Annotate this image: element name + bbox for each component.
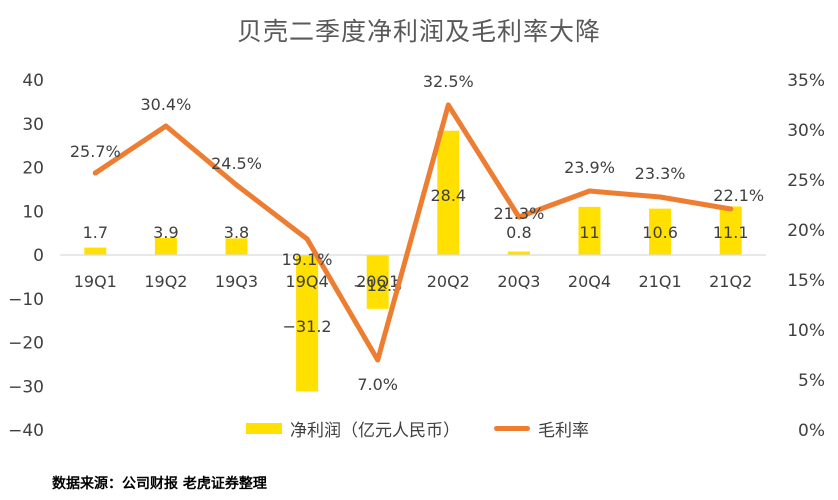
bar-data-label: 11 <box>579 223 599 242</box>
category-label: 19Q4 <box>286 272 329 291</box>
y-left-tick-label: 0 <box>33 246 44 266</box>
category-label: 21Q1 <box>639 272 682 291</box>
line-point-gross-margin <box>234 182 239 188</box>
line-data-label: 25.7% <box>70 142 121 161</box>
line-point-gross-margin <box>92 170 98 176</box>
line-data-label: 32.5% <box>423 72 474 91</box>
line-point-gross-margin <box>163 123 169 129</box>
category-label: 21Q2 <box>709 272 752 291</box>
y-right-tick-label: 15% <box>787 271 825 291</box>
y-right-tick-label: 10% <box>787 321 825 341</box>
y-left-tick-label: −10 <box>8 290 44 310</box>
bar-data-label: −31.2 <box>283 317 332 336</box>
bar-data-label: 0.8 <box>506 223 531 242</box>
bar-net-profit <box>649 208 672 255</box>
line-point-gross-margin <box>304 236 310 242</box>
bar-data-label: 1.7 <box>83 223 108 242</box>
legend-item-gross-margin[interactable]: 毛利率 <box>494 416 589 441</box>
y-left-tick-label: 40 <box>22 71 44 91</box>
y-left-tick-label: −30 <box>8 377 44 397</box>
category-label: 20Q2 <box>427 272 470 291</box>
line-point-gross-margin <box>587 188 592 194</box>
category-label: 19Q2 <box>144 272 187 291</box>
y-right-tick-label: 30% <box>787 121 825 141</box>
source-note: 数据来源：公司财报 老虎证券整理 <box>52 476 267 492</box>
bar-net-profit <box>437 130 460 255</box>
y-right-tick-label: 25% <box>787 171 825 191</box>
line-point-gross-margin <box>657 194 663 200</box>
bar-data-label: 10.6 <box>642 223 678 242</box>
chart-title: 贝壳二季度净利润及毛利率大降 <box>236 17 601 46</box>
legend: 净利润（亿元人民币） 毛利率 <box>246 416 589 441</box>
category-label: 19Q3 <box>215 272 258 291</box>
y-left-tick-label: −40 <box>8 421 44 441</box>
bar-net-profit <box>296 255 319 392</box>
legend-item-net-profit[interactable]: 净利润（亿元人民币） <box>246 416 460 441</box>
bar-net-profit <box>366 255 389 309</box>
bar-data-label: 3.8 <box>224 223 249 242</box>
y-right-tick-label: 20% <box>787 221 825 241</box>
bar-net-profit <box>719 206 742 255</box>
line-data-label: 22.1% <box>713 186 764 205</box>
line-point-gross-margin <box>516 214 522 220</box>
line-data-label: 21.3% <box>493 204 544 223</box>
line-point-gross-margin <box>375 357 381 363</box>
bar-data-label: 11.1 <box>713 223 749 242</box>
line-data-label: 24.5% <box>211 154 262 173</box>
bar-data-label: 28.4 <box>430 186 466 205</box>
bar-net-profit <box>154 237 177 255</box>
bar-data-label: −12.3 <box>353 276 402 295</box>
line-data-label: 19.1% <box>282 250 333 269</box>
legend-label-net-profit: 净利润（亿元人民币） <box>290 420 460 441</box>
line-data-label: 30.4% <box>140 95 191 114</box>
legend-label-gross-margin: 毛利率 <box>538 420 589 441</box>
y-right-tick-label: 5% <box>798 371 825 391</box>
bar-net-profit <box>225 238 248 255</box>
y-left-tick-label: 20 <box>22 159 44 179</box>
y-left-tick-label: −20 <box>8 334 44 354</box>
line-point-gross-margin <box>445 102 451 108</box>
line-data-label: 7.0% <box>357 375 398 394</box>
category-label: 19Q1 <box>74 272 117 291</box>
bar-net-profit <box>507 251 530 255</box>
legend-swatch-bar <box>246 422 282 434</box>
category-label: 20Q4 <box>568 272 611 291</box>
bar-net-profit <box>578 206 601 255</box>
legend-swatch-line <box>494 425 530 431</box>
bar-net-profit <box>84 247 107 255</box>
line-data-label: 23.3% <box>635 164 686 183</box>
y-left-tick-label: 10 <box>22 202 44 222</box>
y-right-tick-label: 0% <box>798 421 825 441</box>
y-left-tick-label: 30 <box>22 115 44 135</box>
line-data-label: 23.9% <box>564 158 615 177</box>
line-gross-margin <box>92 102 734 363</box>
category-label: 20Q3 <box>497 272 540 291</box>
line-point-gross-margin <box>728 206 734 212</box>
category-label: 20Q1 <box>356 272 399 291</box>
y-right-tick-label: 35% <box>787 71 825 91</box>
bar-data-label: 3.9 <box>153 223 178 242</box>
